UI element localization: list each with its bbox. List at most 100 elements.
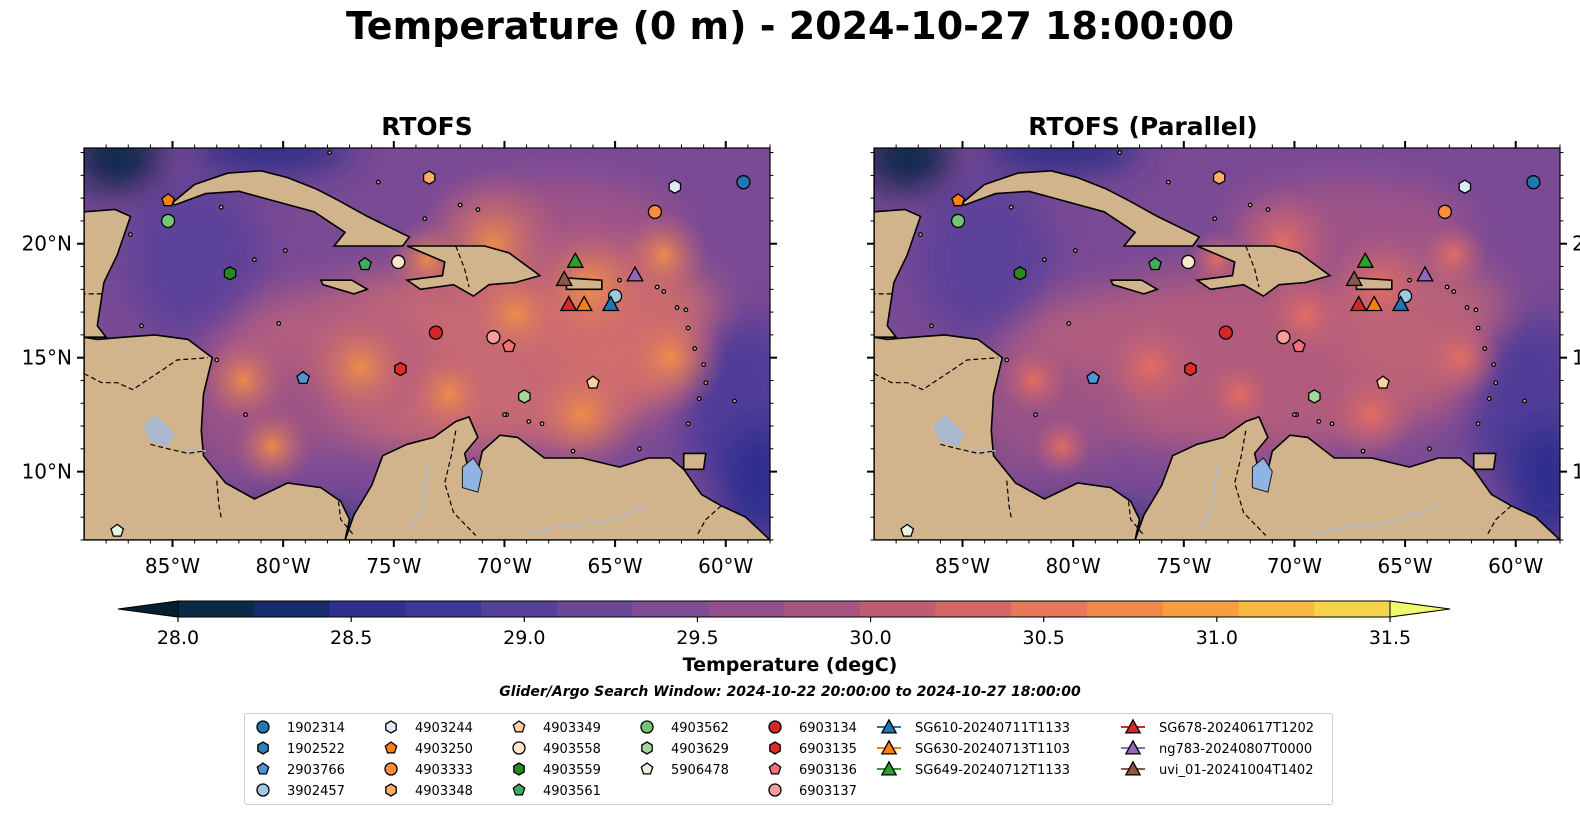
island	[703, 380, 709, 386]
colorbar-level	[935, 601, 1012, 617]
marker-6903136	[501, 338, 516, 353]
colorbar-level	[784, 601, 861, 617]
colorbar-tick-label: 31.0	[1196, 627, 1238, 649]
land-hispaniola	[404, 245, 542, 298]
colorbar-frame	[177, 600, 1391, 618]
island	[139, 323, 144, 329]
island	[1475, 421, 1481, 427]
island	[502, 412, 507, 418]
legend-entry: SG649-20240712T1133	[877, 760, 1070, 778]
legend-entry: 5906478	[640, 762, 729, 778]
lat-tick-label: 20°N	[22, 232, 72, 256]
land-southamerica	[1134, 415, 1560, 540]
legend-entry: 4903349	[512, 720, 601, 736]
legend-entry: 4903333	[384, 762, 473, 778]
colorbar-level	[556, 601, 633, 617]
legend-marker-icon	[257, 741, 269, 755]
colorbar-label: Temperature (degC)	[682, 654, 898, 676]
colorbar-level	[632, 601, 709, 617]
colorbar-level	[405, 601, 482, 617]
marker-5906478	[900, 523, 915, 537]
land-puertorico	[1355, 277, 1393, 291]
legend-label: 4903558	[543, 742, 601, 757]
lake-maracaibo	[461, 457, 483, 493]
search-window-text: Glider/Argo Search Window: 2024-10-22 20…	[499, 684, 1081, 700]
colorbar: 28.0 28.5 29.0 29.5 30.0 30.5 31.0 31.5	[117, 600, 1451, 649]
lon-tick-label: 80°W	[1046, 554, 1101, 578]
colorbar-tick-label: 30.0	[849, 627, 891, 649]
legend-label: 4903349	[543, 721, 601, 736]
legend-label: SG649-20240712T1133	[915, 763, 1070, 778]
island	[685, 421, 691, 427]
country-border	[337, 501, 355, 536]
marker-4903333	[647, 204, 663, 219]
island	[327, 150, 333, 155]
map-panel-rtofs-parallel: 85°W 80°W 75°W 70°W 65°W 60°W 20°N 15°N 10°N	[867, 141, 1580, 578]
island	[732, 398, 737, 404]
land-florida	[250, 148, 281, 149]
panel-title-rtofs: RTOFS	[381, 112, 473, 141]
panel-title-rtofs-parallel: RTOFS (Parallel)	[1028, 112, 1258, 141]
marker-1902314	[736, 175, 751, 190]
island	[128, 232, 133, 238]
land-trinidad	[682, 452, 707, 471]
marker-uvi_01-20241004T1402	[555, 270, 573, 287]
legend-marker-icon	[1124, 760, 1142, 776]
land-cuba	[961, 169, 1201, 247]
island	[1033, 412, 1038, 418]
legend-entry: SG678-20240617T1202	[1121, 718, 1314, 736]
island	[1464, 305, 1470, 310]
lat-tick-label: 15°N	[1572, 346, 1580, 370]
observation-markers	[110, 170, 751, 537]
lat-tick-label: 15°N	[22, 346, 72, 370]
island	[1292, 412, 1297, 418]
island	[696, 396, 702, 402]
legend-entry: 4903244	[385, 720, 473, 736]
lat-tick-label: 10°N	[1572, 460, 1580, 484]
land-jamaica	[319, 279, 370, 295]
lat-tick-label: 20°N	[1572, 232, 1580, 256]
island	[570, 448, 576, 454]
marker-4903244	[1458, 179, 1472, 194]
lon-tick-label: 60°W	[698, 554, 753, 578]
lon-tick-label: 85°W	[145, 554, 200, 578]
legend-marker-icon	[384, 741, 398, 754]
legend-label: 4903562	[671, 721, 729, 736]
colorbar-level	[1011, 601, 1088, 617]
island	[1165, 179, 1171, 185]
legend-marker-icon	[512, 741, 526, 755]
marker-4903558	[391, 254, 406, 270]
land-puertorico	[565, 277, 603, 291]
island	[918, 232, 923, 238]
land-central	[84, 334, 351, 540]
marker-2903766	[296, 370, 311, 385]
island	[701, 362, 707, 367]
colorbar-level	[253, 601, 330, 617]
island	[1407, 277, 1412, 283]
lon-tick-label: 65°W	[1377, 554, 1432, 578]
river	[1200, 467, 1218, 529]
legend-entry: 1902522	[257, 741, 345, 757]
land-jamaica	[1109, 279, 1160, 295]
marker-4903561	[1148, 256, 1162, 271]
lon-tick-label: 65°W	[587, 554, 642, 578]
island	[1316, 419, 1322, 424]
marker-4903348	[1212, 170, 1226, 185]
legend-label: 4903348	[415, 784, 473, 799]
island	[1066, 321, 1072, 326]
marker-uvi_01-20241004T1402	[1345, 270, 1363, 287]
legend-label: 6903134	[799, 721, 857, 736]
island	[475, 207, 481, 212]
legend-label: ng783-20240807T0000	[1159, 742, 1312, 757]
legend-marker-icon	[769, 741, 781, 755]
legend-marker-icon	[640, 762, 654, 775]
colorbar-tick-label: 28.5	[330, 627, 372, 649]
map-panel-rtofs: 85°W 80°W 75°W 70°W 65°W 60°W 20°N 15°N 10°N	[22, 141, 777, 578]
lake-maracaibo	[1251, 457, 1273, 493]
island	[929, 323, 934, 329]
lon-tick-label: 70°W	[1267, 554, 1322, 578]
lat-tick-label: 10°N	[22, 460, 72, 484]
colorbar-level	[1162, 601, 1239, 617]
marker-5906478	[110, 523, 125, 537]
country-border	[455, 245, 470, 288]
